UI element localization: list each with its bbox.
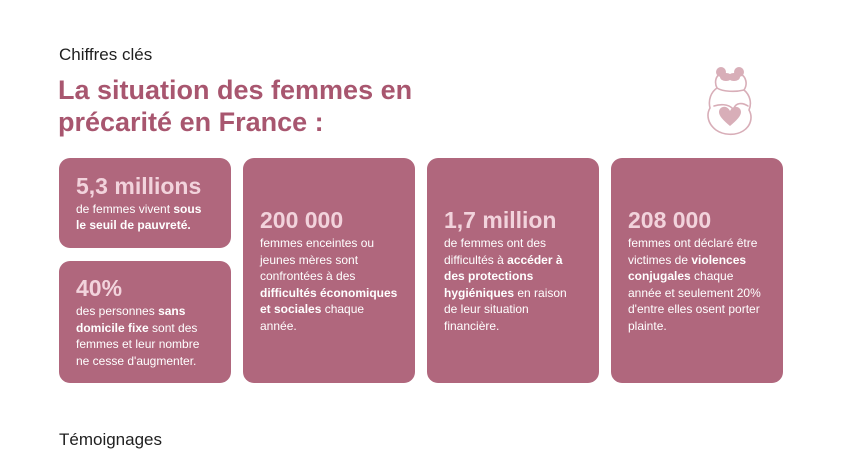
stat-card-poverty: 5,3 millions de femmes vivent sous le se… — [59, 158, 231, 248]
stat-highlight: sans domicile fixe — [76, 304, 186, 335]
stat-text-end: en raison de leur situation financière. — [444, 285, 567, 333]
stat-text: femmes enceintes ou jeunes mères sont co… — [260, 236, 375, 283]
stat-card-mothers: 200 000 femmes enceintes ou jeunes mères… — [243, 158, 415, 383]
testimonials-heading: Témoignages — [59, 430, 163, 449]
stat-text: de femmes vivent — [76, 201, 174, 216]
stat-value: 200 000 — [260, 207, 344, 233]
stat-highlight: sous le seuil de pauvreté. — [76, 201, 202, 233]
stat-text: femmes ont déclaré être victimes de — [628, 236, 758, 267]
pregnant-woman-heart-icon — [690, 60, 770, 140]
stat-card-hygiene: 1,7 million de femmes ont des difficulté… — [427, 158, 599, 383]
stat-description: femmes enceintes ou jeunes mères sont co… — [260, 235, 398, 334]
stat-card-homeless: 40% des personnes sans domicile fixe son… — [59, 261, 231, 383]
stat-card-violence: 208 000 femmes ont déclaré être victimes… — [611, 158, 783, 383]
page-title: La situation des femmes en précarité en … — [58, 75, 413, 137]
stat-description: femmes ont déclaré être victimes de viol… — [628, 235, 766, 334]
stat-value: 5,3 millions — [76, 172, 202, 199]
stat-text: des personnes — [76, 304, 159, 318]
stat-description: des personnes sans domicile fixe sont de… — [76, 303, 214, 369]
stat-highlight: accéder à des protections hygiéniques — [444, 252, 563, 300]
stat-text-end: chaque année et seulement 20% d'entre el… — [628, 269, 761, 333]
stat-text-end: chaque année. — [260, 302, 365, 333]
stat-highlight: difficultés économiques et sociales — [260, 285, 398, 317]
stat-value: 1,7 million — [444, 207, 557, 233]
stat-text: de femmes ont des difficultés à — [444, 236, 547, 267]
stat-value: 40% — [76, 275, 123, 301]
stat-value: 208 000 — [628, 207, 712, 233]
stat-description: de femmes ont des difficultés à accéder … — [444, 235, 582, 334]
section-label: Chiffres clés — [59, 45, 153, 64]
stat-description: de femmes vivent sous le seuil de pauvre… — [76, 201, 214, 234]
stat-text-end: sont des femmes et leur nombre ne cesse … — [76, 320, 200, 368]
stat-highlight: violences conjugales — [628, 252, 747, 284]
